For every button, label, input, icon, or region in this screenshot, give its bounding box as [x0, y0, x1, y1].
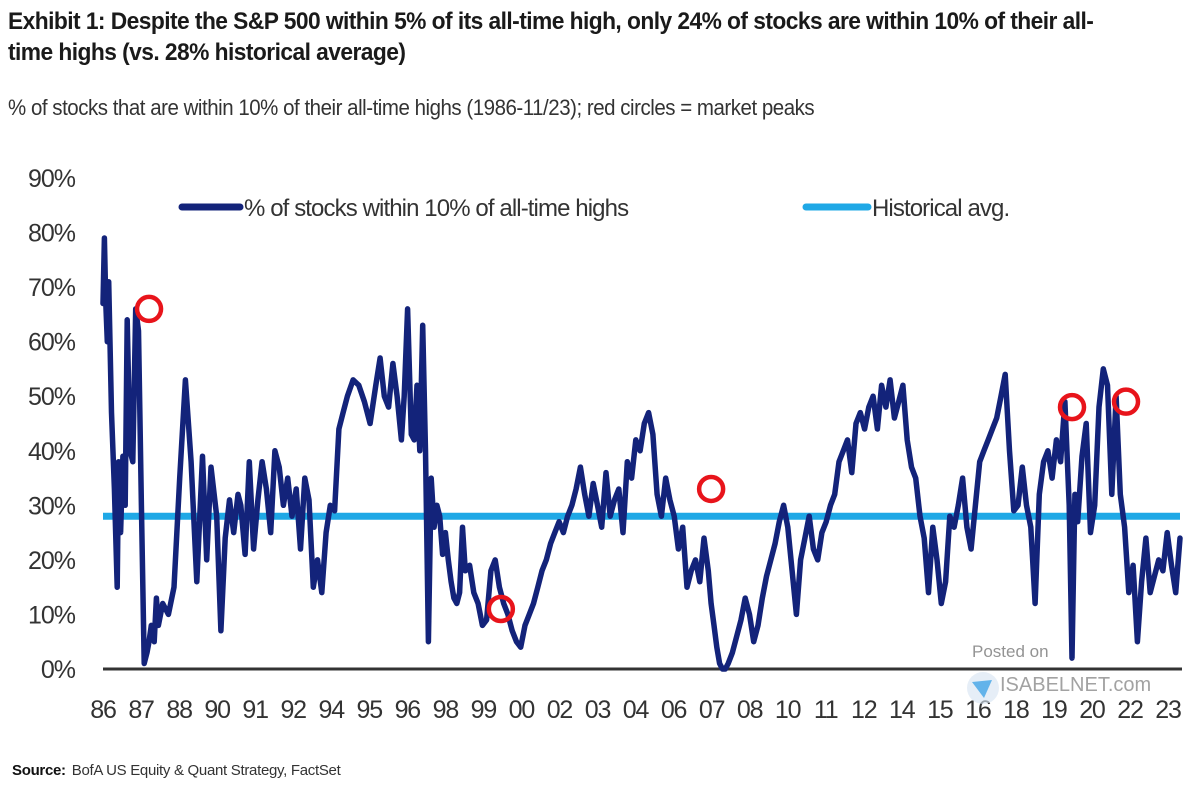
source-label: Source: [12, 762, 66, 779]
chart-subtitle: % of stocks that are within 10% of their… [8, 95, 815, 120]
x-tick-label: 90 [204, 696, 230, 724]
legend: % of stocks within 10% of all-time highs… [178, 195, 1010, 222]
x-tick-label: 88 [166, 696, 192, 724]
source-text: BofA US Equity & Quant Strategy, FactSet [71, 762, 341, 779]
market-peak-markers [134, 294, 1141, 624]
x-tick-label: 18 [1003, 696, 1029, 724]
x-tick-label: 15 [927, 696, 953, 724]
watermark: Posted on ISABELNET.com [967, 642, 1151, 704]
x-tick-label: 12 [851, 696, 877, 724]
x-tick-label: 86 [90, 696, 116, 724]
y-tick-label: 50% [28, 383, 76, 411]
x-tick-label: 99 [471, 696, 497, 724]
x-tick-label: 19 [1041, 696, 1067, 724]
legend-label-stocks: % of stocks within 10% of all-time highs [244, 195, 629, 222]
x-tick-label: 95 [357, 696, 383, 724]
y-tick-label: 40% [28, 438, 76, 466]
x-tick-label: 00 [509, 696, 535, 724]
y-tick-label: 80% [28, 220, 76, 248]
x-tick-label: 03 [585, 696, 611, 724]
x-tick-label: 08 [737, 696, 763, 724]
x-axis-ticks: 86 87 88 90 91 92 94 95 96 98 99 00 02 03 04 06 07 08 10 11… [90, 696, 1182, 724]
x-tick-label: 07 [699, 696, 725, 724]
y-tick-label: 60% [28, 329, 76, 357]
x-tick-label: 22 [1117, 696, 1143, 724]
source-note: Source: BofA US Equity & Quant Strategy, … [12, 762, 341, 779]
watermark-site-text: ISABELNET.com [1000, 674, 1151, 696]
y-axis-ticks: 0% 10% 20% 30% 40% 50% 60% 70% 80% 90% [28, 165, 77, 684]
y-tick-label: 70% [28, 274, 76, 302]
x-tick-label: 04 [623, 696, 650, 724]
market-peak-circle [1057, 392, 1087, 422]
y-tick-label: 30% [28, 492, 76, 520]
x-tick-label: 06 [661, 696, 687, 724]
x-tick-label: 91 [242, 696, 268, 724]
isabelnet-logo-icon [967, 672, 999, 704]
x-tick-label: 87 [128, 696, 154, 724]
x-tick-label: 20 [1079, 696, 1105, 724]
legend-label-average: Historical avg. [872, 195, 1009, 222]
x-tick-label: 14 [889, 696, 916, 724]
x-tick-label: 23 [1155, 696, 1181, 724]
watermark-posted-text: Posted on [972, 642, 1049, 661]
y-tick-label: 90% [28, 165, 76, 193]
x-tick-label: 10 [775, 696, 801, 724]
stocks-near-high-line [100, 235, 1183, 672]
x-tick-label: 94 [319, 696, 346, 724]
x-tick-label: 98 [433, 696, 459, 724]
market-peak-circle [1111, 387, 1141, 416]
chart-title: Exhibit 1: Despite the S&P 500 within 5%… [8, 8, 1094, 66]
y-tick-label: 10% [28, 601, 76, 629]
x-tick-label: 96 [395, 696, 421, 724]
x-tick-label: 11 [814, 696, 838, 724]
x-tick-label: 92 [280, 696, 306, 724]
y-tick-label: 20% [28, 547, 76, 575]
stocks-near-high-series [100, 235, 1183, 672]
market-peak-circle [486, 594, 516, 624]
x-tick-label: 02 [547, 696, 573, 724]
market-peak-circle [696, 474, 726, 504]
y-tick-label: 0% [41, 656, 76, 684]
market-peak-circle [134, 294, 164, 324]
